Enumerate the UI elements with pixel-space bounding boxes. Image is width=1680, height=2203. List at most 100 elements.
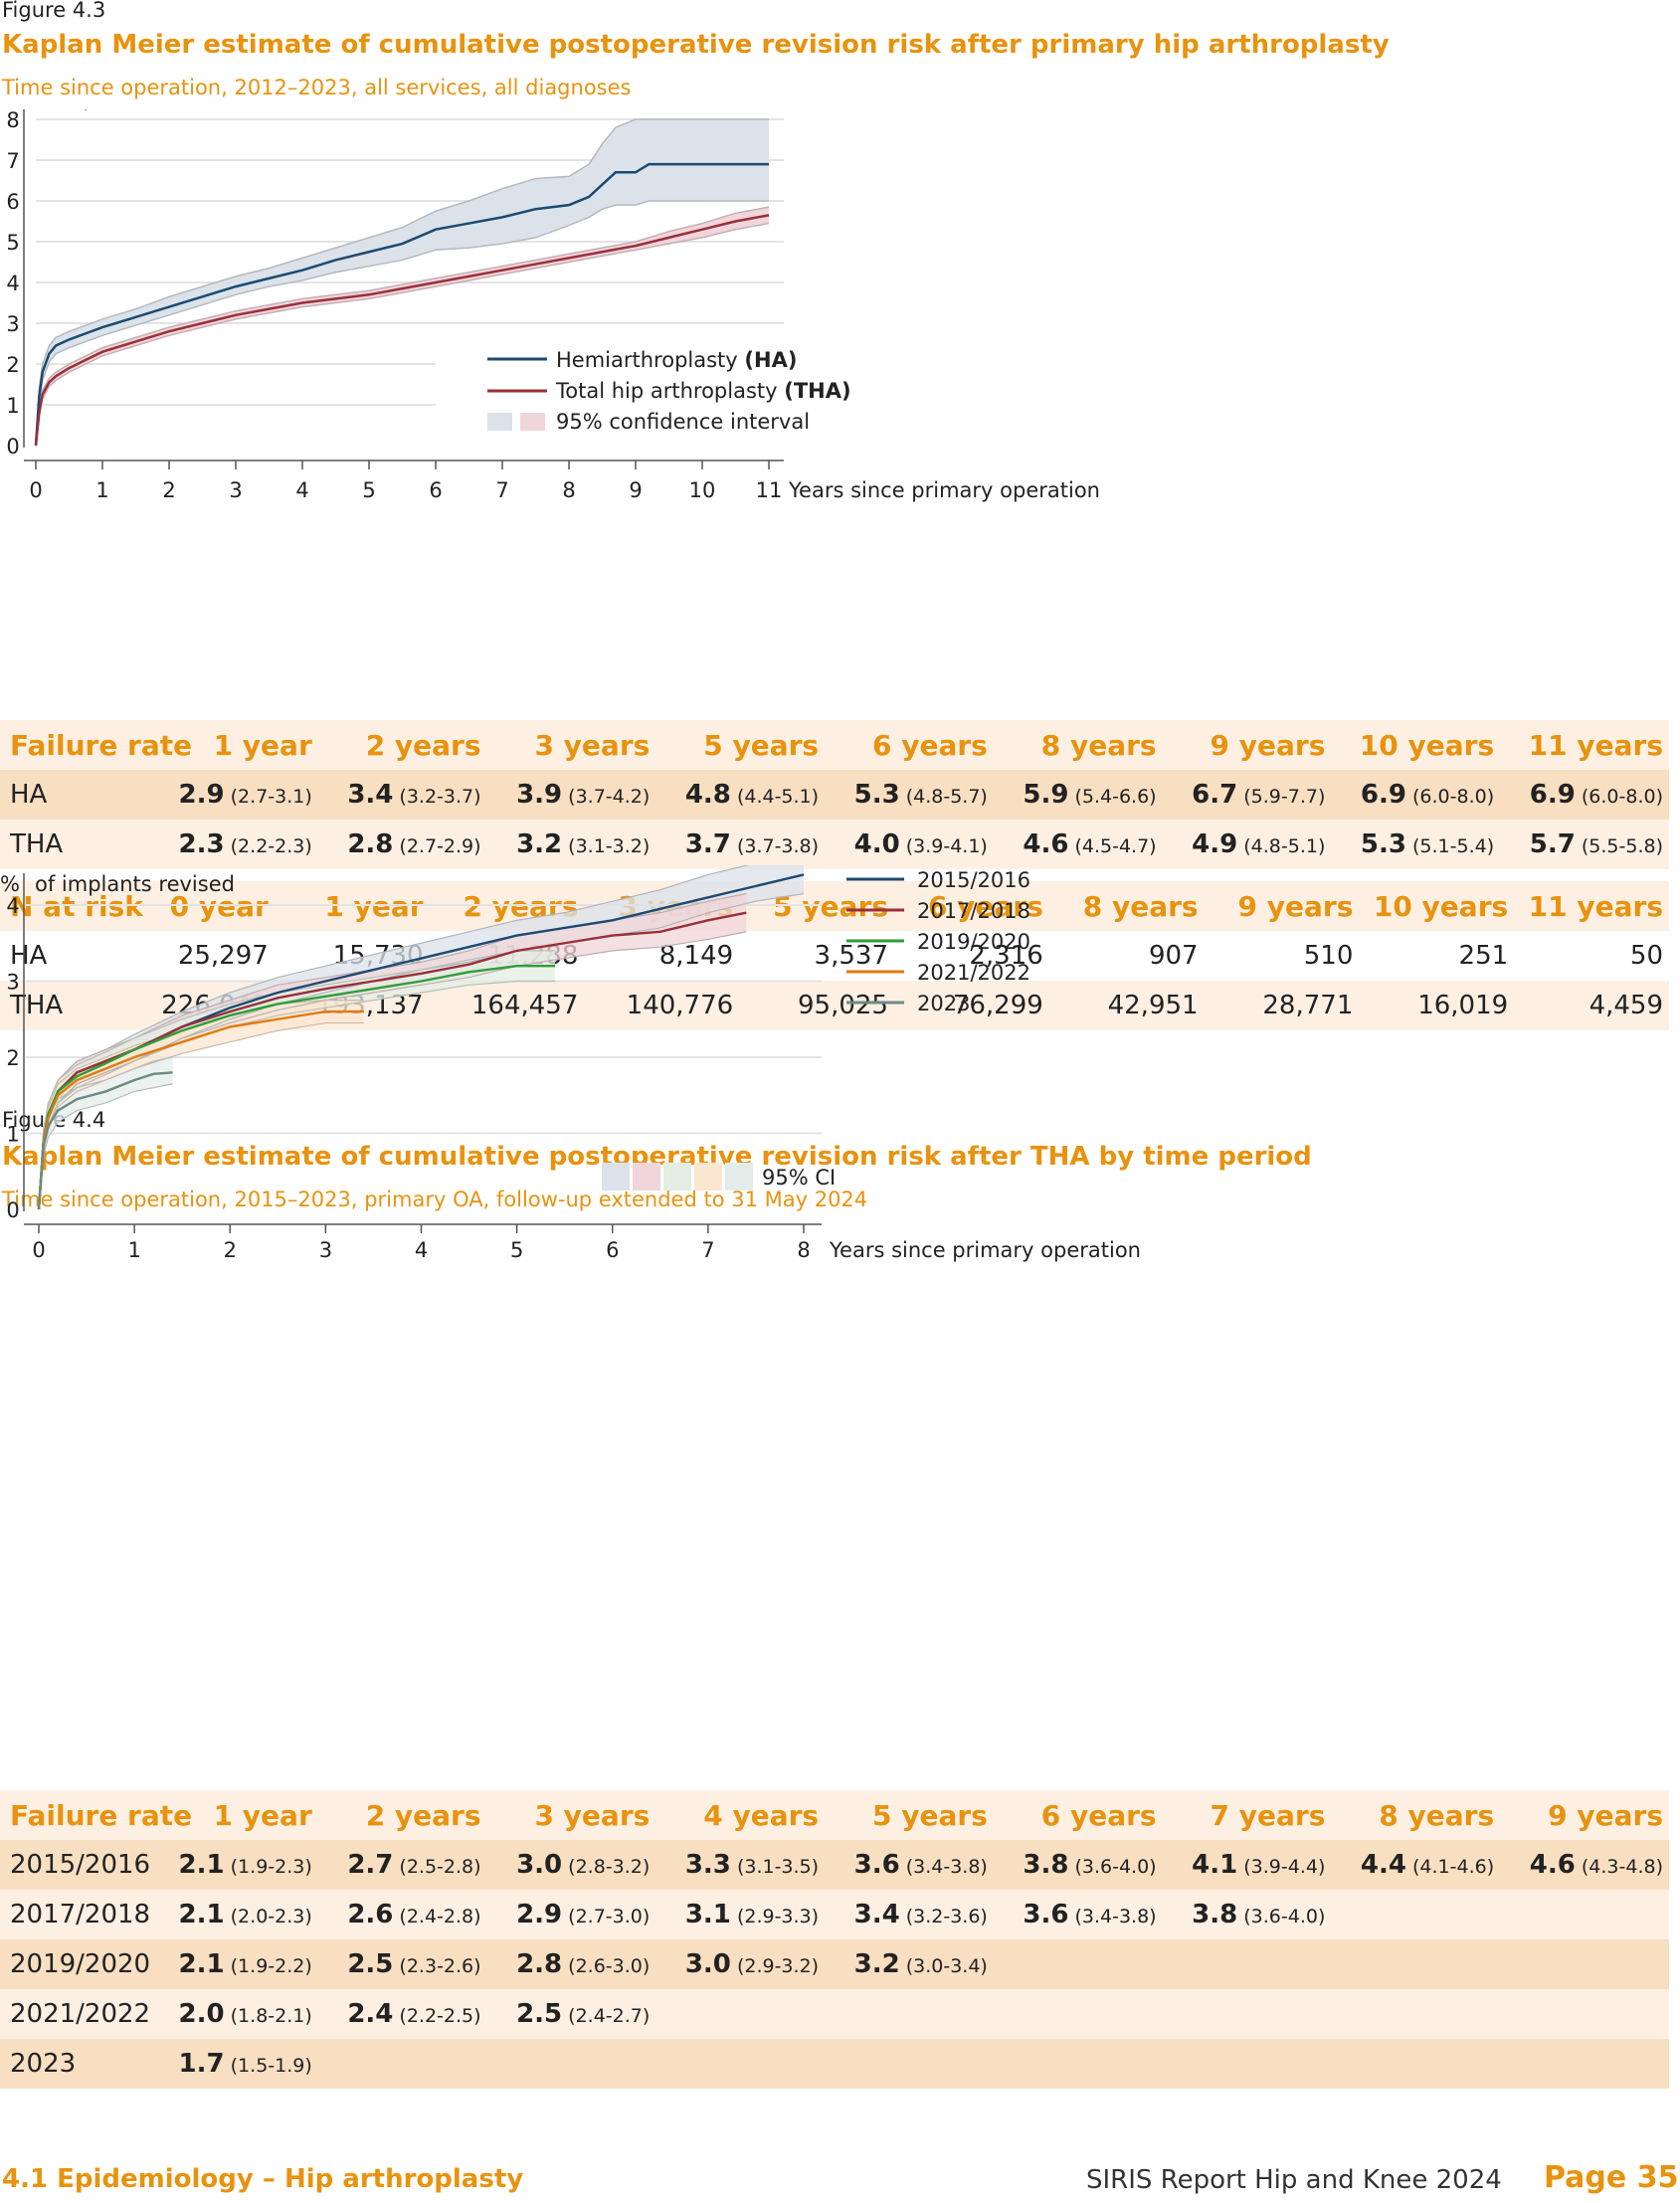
table-cell: 1.7 (1.5-1.9) — [178, 2049, 312, 2079]
legend-label-tha: Total hip arthroplasty (THA) — [555, 379, 851, 403]
column-header: 6 years — [871, 728, 988, 762]
table-cell — [1331, 1890, 1500, 1939]
row-label: THA — [10, 829, 64, 859]
table-cell: 6.9 (6.0-8.0) — [1360, 780, 1495, 810]
column-header: 3 years — [534, 728, 651, 762]
figure-4-4-subtitle: Time since operation, 2015–2023, primary… — [2, 1188, 868, 1211]
ci-lower-line-0 — [35, 200, 769, 447]
x-tick-label: 1 — [127, 1238, 140, 1262]
legend-label-0: 2015/2016 — [917, 868, 1030, 892]
table-cell: 8,149 — [658, 941, 734, 971]
x-tick-label: 8 — [797, 1238, 810, 1262]
x-tick-label: 6 — [429, 478, 442, 502]
ci-band-0 — [36, 119, 769, 446]
column-header: 11 years — [1528, 889, 1663, 923]
y-tick-label: 4 — [6, 894, 19, 918]
table-row: HA 2.9 (2.7-3.1) 3.4 (3.2-3.7) 3.9 (3.7-4.2… — [0, 770, 1669, 820]
x-tick-label: 3 — [229, 478, 242, 502]
table-cell: 140,776 — [626, 991, 734, 1020]
series-line-3 — [37, 1010, 364, 1210]
row-label: HA — [10, 780, 48, 810]
table-cell: 28,771 — [1262, 991, 1354, 1020]
column-header: 9 years — [1548, 1798, 1663, 1832]
x-tick-label: 7 — [701, 1238, 714, 1262]
table-row: 2019/2020 2.1 (1.9-2.2) 2.5 (2.3-2.6) 2.8 (… — [0, 1939, 1669, 1989]
x-tick-label: 3 — [319, 1238, 332, 1262]
table-cell: 4.8 (4.4-5.1) — [684, 780, 820, 810]
row-label: 2021/2022 — [10, 1999, 151, 2029]
table-cell: 4.9 (4.8-5.1) — [1192, 829, 1326, 859]
figure-4-3-failure-table: Failure rate 1 year 2 years 3 years 5 years 6… — [0, 720, 1669, 869]
table-cell: 76,299 — [952, 991, 1043, 1020]
column-header: 1 year — [213, 1798, 312, 1832]
table-row: 2023 1.7 (1.5-1.9) — [0, 2039, 1669, 2089]
table-cell: 907 — [1148, 941, 1199, 971]
table-cell — [1500, 2039, 1669, 2089]
table-cell: 3.8 (3.6-4.0) — [1192, 1900, 1326, 1929]
table-cell: 25,297 — [177, 941, 269, 971]
table-cell — [1500, 1939, 1669, 1989]
figure-4-4-failure-table: Failure rate 1 year 2 years 3 years 4 years 5… — [0, 1790, 1669, 2089]
y-tick-label: 3 — [6, 312, 19, 336]
y-tick-label: 2 — [6, 353, 19, 377]
y-tick-label: 1 — [6, 1123, 19, 1147]
table-cell: 2.1 (2.0-2.3) — [178, 1900, 312, 1929]
legend-label-4: 2023 — [917, 992, 970, 1015]
column-header: 8 years — [1379, 1798, 1495, 1832]
x-tick-label: 9 — [629, 478, 642, 502]
table-cell: 4.6 (4.3-4.8) — [1529, 1850, 1663, 1880]
legend-swatch-ci-tha — [520, 413, 545, 431]
table-cell — [1163, 1939, 1332, 1989]
table-cell: 2.0 (1.8-2.1) — [178, 1999, 312, 2029]
table-cell: 4.4 (4.1-4.6) — [1360, 1850, 1495, 1880]
x-tick-label: 5 — [510, 1238, 523, 1262]
table-cell: 2.9 (2.7-3.0) — [516, 1900, 651, 1929]
table-cell — [1163, 1989, 1332, 2039]
table-row: 2021/2022 2.0 (1.8-2.1) 2.4 (2.2-2.5) 2.5 (… — [0, 1989, 1669, 2039]
ci-band-3 — [39, 1000, 364, 1209]
y-tick-label: 2 — [6, 1046, 19, 1070]
table-cell: 2.5 (2.4-2.7) — [516, 1999, 651, 2029]
ci-lower-line-3 — [38, 1021, 364, 1210]
table-cell: 510 — [1303, 941, 1354, 971]
column-header: 2 years — [365, 728, 481, 762]
table-cell — [825, 1989, 994, 2039]
y-tick-label: 0 — [6, 1198, 19, 1222]
table-cell — [994, 1939, 1163, 1989]
footer-page-number: Page 35 — [1544, 2160, 1679, 2195]
legend-label-ci: 95% CI — [762, 1166, 836, 1190]
table-cell: 4.1 (3.9-4.4) — [1192, 1850, 1326, 1880]
column-header: 6 years — [1040, 1798, 1157, 1832]
legend-ci-swatch-0 — [602, 1163, 630, 1191]
series-line-0 — [34, 162, 769, 447]
table-cell: 2.1 (1.9-2.2) — [178, 1949, 312, 1979]
x-tick-label: 4 — [295, 478, 308, 502]
x-tick-label: 0 — [29, 478, 42, 502]
table-cell: 3.2 (3.0-3.4) — [853, 1949, 988, 1979]
table-cell — [655, 2039, 825, 2089]
figure-4-3-title: Kaplan Meier estimate of cumulative post… — [2, 30, 1390, 60]
x-axis-label: Years since primary operation — [788, 478, 1100, 502]
table-cell — [487, 2039, 656, 2089]
column-header: 3 years — [534, 1798, 651, 1832]
table-cell: 4.0 (3.9-4.1) — [853, 829, 988, 859]
legend-label-ha: Hemiarthroplasty (HA) — [556, 348, 797, 372]
table-cell: 5.3 (5.1-5.4) — [1360, 829, 1495, 859]
legend-ci-swatch-4 — [725, 1163, 753, 1191]
legend-label-3: 2021/2022 — [917, 961, 1030, 985]
y-tick-label: 5 — [6, 231, 19, 255]
table-cell — [655, 1989, 825, 2039]
y-tick-label: 0 — [6, 435, 19, 459]
table-cell: 3.2 (3.1-3.2) — [516, 829, 651, 859]
y-axis-label: of implants revised — [30, 109, 230, 110]
table-header-row: Failure rate 1 year 2 years 3 years 4 years 5… — [0, 1790, 1669, 1840]
table-cell: 50 — [1629, 941, 1663, 971]
column-header: 10 years — [1373, 889, 1509, 923]
table-cell: 2.8 (2.7-2.9) — [347, 829, 481, 859]
y-tick-label: 8 — [6, 109, 19, 132]
table-cell: 2.3 (2.2-2.3) — [178, 829, 312, 859]
table-row: 2015/2016 2.1 (1.9-2.3) 2.7 (2.5-2.8) 3.0 (… — [0, 1840, 1669, 1890]
row-label: 2015/2016 — [10, 1850, 151, 1880]
figure-4-4-chart: 0 1 2 3 4% of implants revised 0 1 2 3 4 5 6 7 8 Years … — [0, 865, 1141, 1262]
row-label: 2023 — [10, 2049, 77, 2079]
